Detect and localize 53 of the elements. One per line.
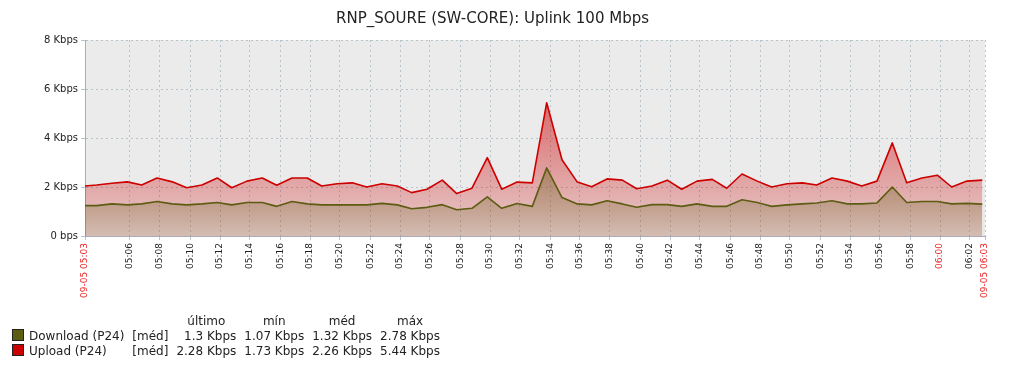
y-tick-label: 2 Kbps [43,180,78,192]
x-tick-label: 05:24 [394,242,405,269]
y-tick-label: 0 bps [50,229,78,241]
x-tick-label: 05:22 [364,243,375,269]
x-tick-label: 05:08 [154,242,165,269]
x-tick-label: 05:46 [724,242,735,269]
x-tick-label: 05:16 [274,242,285,269]
text: méd [327,314,357,329]
text: 1.3 Kbps [183,329,238,344]
x-tick-label: 06:02 [964,243,975,269]
text: 2.78 Kbps [379,329,441,344]
x-tick-label: 05:18 [304,242,315,269]
x-tick-label: 09-05 06:03 [979,243,990,298]
legend-label: Download (P24) [28,329,126,344]
x-tick-label: 05:52 [814,243,825,269]
x-tick-label: 05:44 [694,242,705,269]
text: 1.73 Kbps [243,344,306,359]
x-tick-label: 05:14 [244,242,255,269]
x-tick-label: 05:20 [334,242,345,269]
x-tick-label: 05:12 [214,243,225,269]
x-tick-label: 05:36 [574,242,585,269]
x-tick-label: 05:54 [844,242,855,269]
text: 2.26 Kbps [311,344,374,359]
y-tick-label: 6 Kbps [43,82,78,94]
x-tick-label: 05:32 [514,243,525,269]
x-tick-label: 05:28 [454,242,465,269]
text: último [186,314,227,329]
text: [méd] [131,329,170,344]
x-tick-label: 05:38 [604,242,615,269]
text: 1.32 Kbps [311,329,374,344]
x-tick-label: 06:00 [934,242,945,269]
x-tick-label: 05:40 [634,242,645,269]
text: máx [395,314,425,329]
x-tick-label: 05:26 [424,242,435,269]
x-tick-label: 05:06 [124,242,135,269]
x-tick-label: 05:34 [544,242,555,269]
text: 5.44 Kbps [379,344,441,359]
x-tick-label: 05:58 [904,242,915,269]
text: 1.07 Kbps [243,329,306,344]
x-tick-label: 05:30 [484,242,495,269]
x-tick-label: 05:50 [784,242,795,269]
text: 2.28 Kbps [175,344,238,359]
y-tick-label: 8 Kbps [43,33,78,45]
x-tick-label: 05:56 [874,242,885,269]
x-tick-label: 05:42 [664,243,675,269]
text: [méd] [131,344,170,359]
x-tick-label: 05:48 [754,242,765,269]
y-tick-label: 4 Kbps [43,131,78,143]
text: mín [261,314,287,329]
x-tick-label: 09-05 05:03 [79,243,90,298]
chart-title: RNP_SOURE (SW-CORE): Uplink 100 Mbps [335,8,650,28]
x-tick-label: 05:10 [184,242,195,269]
legend-label: Upload (P24) [28,344,108,359]
